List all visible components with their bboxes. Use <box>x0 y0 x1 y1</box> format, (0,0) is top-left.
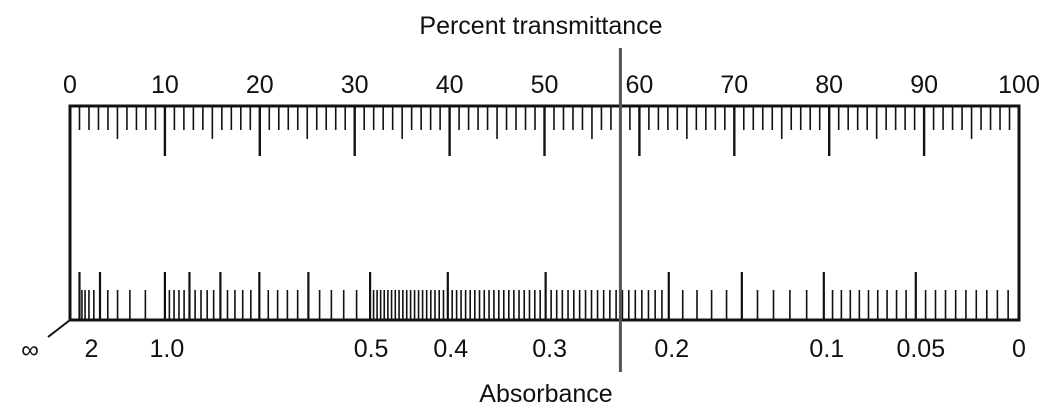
transmittance-label: 50 <box>531 71 559 99</box>
transmittance-label: 20 <box>246 71 274 99</box>
transmittance-label: 60 <box>625 71 653 99</box>
transmittance-label: 40 <box>436 71 464 99</box>
transmittance-label: 100 <box>998 71 1040 99</box>
absorbance-label: 0.3 <box>532 335 567 363</box>
transmittance-labels: 0 10 20 30 40 50 60 70 80 90 100 <box>63 71 1040 99</box>
absorbance-label: 1.0 <box>150 335 185 363</box>
transmittance-label: 70 <box>720 71 748 99</box>
absorbance-ticks <box>78 272 1021 320</box>
transmittance-label: 0 <box>63 71 77 99</box>
transmittance-label: 30 <box>341 71 369 99</box>
absorbance-label: 0.4 <box>433 335 468 363</box>
absorbance-title: Absorbance <box>479 380 612 407</box>
absorbance-label: 2 <box>85 335 99 363</box>
absorbance-label: 0 <box>1012 335 1026 363</box>
transmittance-label: 90 <box>910 71 938 99</box>
percent-transmittance-title: Percent transmittance <box>419 12 662 40</box>
absorbance-labels: ∞ 2 1.0 0.5 0.4 0.3 0.2 0.1 0.05 0 <box>21 335 1026 364</box>
absorbance-label: ∞ <box>21 336 39 364</box>
absorbance-label: 0.2 <box>654 335 689 363</box>
absorbance-label: 0.05 <box>896 335 945 363</box>
absorbance-label: 0.1 <box>809 335 844 363</box>
infinity-leader-line <box>47 319 71 338</box>
transmittance-label: 80 <box>815 71 843 99</box>
transmittance-ticks <box>68 106 1021 156</box>
absorbance-label: 0.5 <box>354 335 389 363</box>
transmittance-label: 10 <box>151 71 179 99</box>
